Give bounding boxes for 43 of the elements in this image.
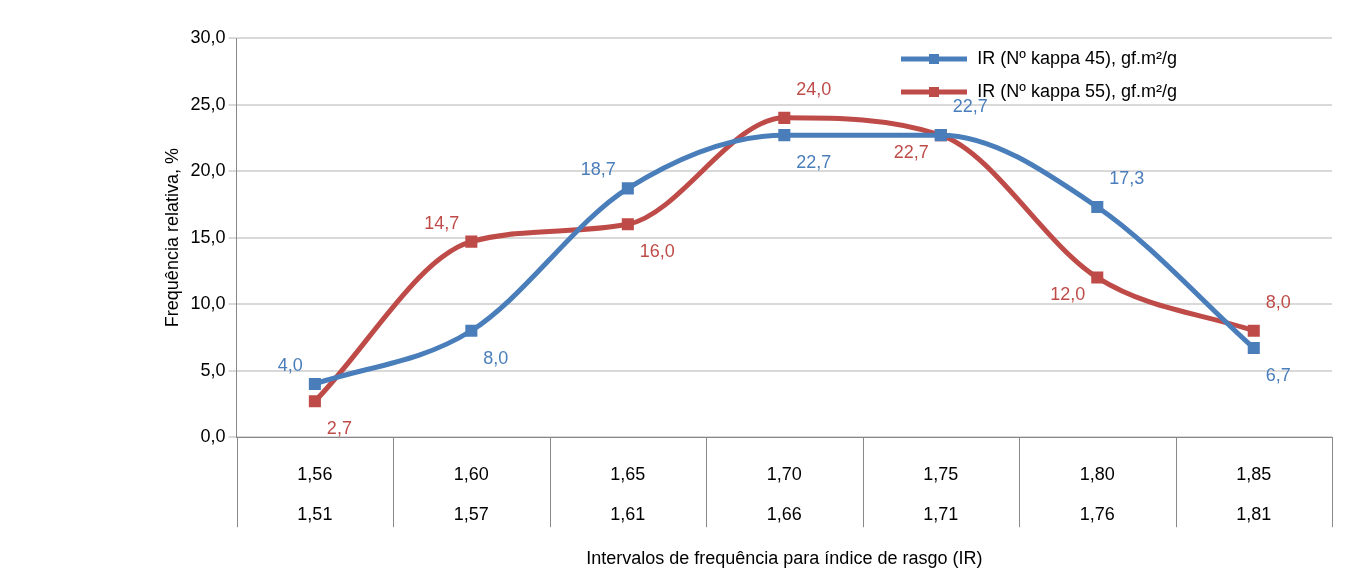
- point: [308, 395, 321, 408]
- x-tick-label: 1,85 1,81: [1236, 463, 1272, 524]
- x-axis-title: Intervalos de frequência para índice de rasgo (IR): [586, 548, 983, 569]
- point: [621, 218, 634, 231]
- data-label: 2,7: [326, 418, 352, 439]
- data-label: 12,0: [1050, 284, 1086, 305]
- y-tick-label: 10,0: [190, 293, 226, 314]
- y-axis-title: Frequência relativa, %: [161, 148, 182, 328]
- point: [1247, 324, 1260, 337]
- y-tick-label: 25,0: [190, 93, 226, 114]
- point: [778, 129, 791, 142]
- point: [621, 182, 634, 195]
- x-tick-label: 1,56 1,51: [297, 463, 333, 524]
- x-tick-label: 1,75 1,71: [923, 463, 959, 524]
- data-label: 22,7: [796, 152, 832, 173]
- x-tick-label: 1,70 1,66: [766, 463, 802, 524]
- y-tick-label: 30,0: [190, 26, 226, 47]
- data-label: 17,3: [1109, 167, 1145, 188]
- point: [465, 324, 478, 337]
- data-label: 22,7: [952, 96, 988, 117]
- point: [778, 111, 791, 124]
- data-label: 6,7: [1265, 365, 1291, 386]
- data-label: 8,0: [483, 347, 509, 368]
- data-label: 22,7: [893, 142, 929, 163]
- data-label: 4,0: [277, 354, 303, 375]
- data-label: 18,7: [580, 159, 616, 180]
- y-tick-label: 20,0: [190, 160, 226, 181]
- y-tick-label: 5,0: [200, 359, 226, 380]
- point: [465, 235, 478, 248]
- x-tick-label: 1,65 1,61: [610, 463, 646, 524]
- x-tick-label: 1,80 1,76: [1079, 463, 1115, 524]
- y-tick-label: 15,0: [190, 226, 226, 247]
- data-label: 14,7: [424, 212, 460, 233]
- point: [1091, 271, 1104, 284]
- data-label: 24,0: [796, 78, 832, 99]
- y-tick-label: 0,0: [200, 426, 226, 447]
- point: [308, 377, 321, 391]
- data-label: 16,0: [639, 241, 675, 262]
- data-label: 8,0: [1265, 291, 1291, 312]
- point: [1247, 342, 1260, 355]
- legend-label: IR (Nº kappa 45), gf.m²/g: [977, 48, 1177, 69]
- x-tick-label: 1,60 1,57: [453, 463, 489, 524]
- point: [1091, 200, 1104, 214]
